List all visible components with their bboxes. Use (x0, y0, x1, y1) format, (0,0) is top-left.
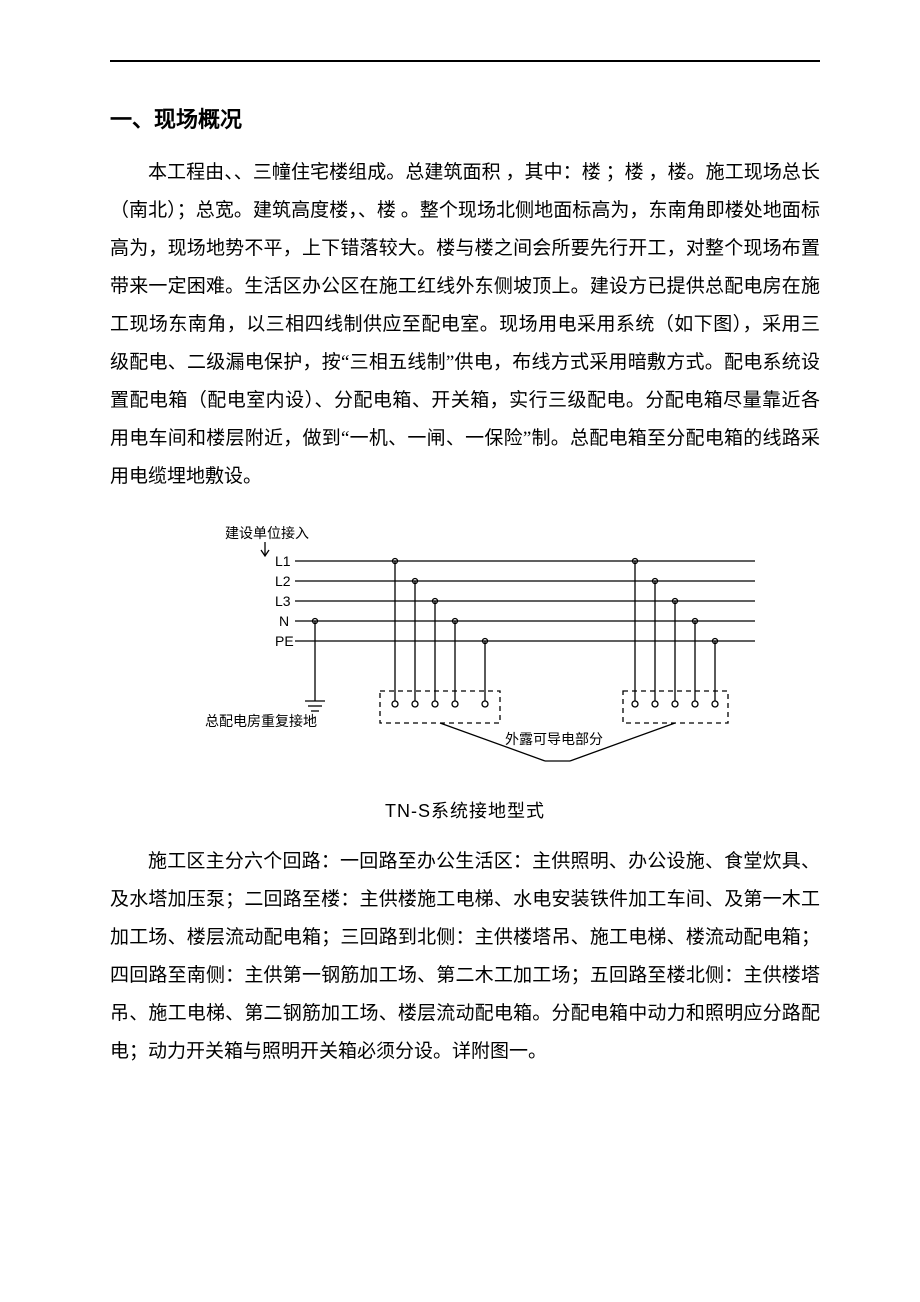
diagram-svg: 建设单位接入 L1 L2 L3 N PE (165, 526, 765, 786)
label-n: N (279, 613, 289, 629)
top-rule (110, 60, 820, 62)
page: 一、现场概况 本工程由、、三幢住宅楼组成。总建筑面积 ，其中：楼 ；楼 ，楼。施… (0, 0, 920, 1302)
left-drops (392, 561, 488, 707)
bus-lines: L1 L2 L3 N PE (275, 553, 755, 649)
tn-s-diagram: 建设单位接入 L1 L2 L3 N PE (165, 526, 765, 823)
left-load-box (380, 691, 500, 723)
label-l3: L3 (275, 593, 291, 609)
label-exposed: 外露可导电部分 (505, 731, 603, 747)
paragraph-2: 施工区主分六个回路：一回路至办公生活区：主供照明、办公设施、食堂炊具、及水塔加压… (110, 843, 820, 1071)
ground-symbol (305, 701, 325, 711)
label-pe: PE (275, 633, 294, 649)
label-l2: L2 (275, 573, 291, 589)
right-drops (632, 561, 718, 707)
label-input: 建设单位接入 (225, 526, 309, 541)
label-ground: 总配电房重复接地 (205, 713, 317, 729)
label-l1: L1 (275, 553, 291, 569)
paragraph-1: 本工程由、、三幢住宅楼组成。总建筑面积 ，其中：楼 ；楼 ，楼。施工现场总长（南… (110, 154, 820, 496)
section-heading: 一、现场概况 (110, 102, 820, 134)
diagram-caption: TN-S系统接地型式 (165, 797, 765, 823)
